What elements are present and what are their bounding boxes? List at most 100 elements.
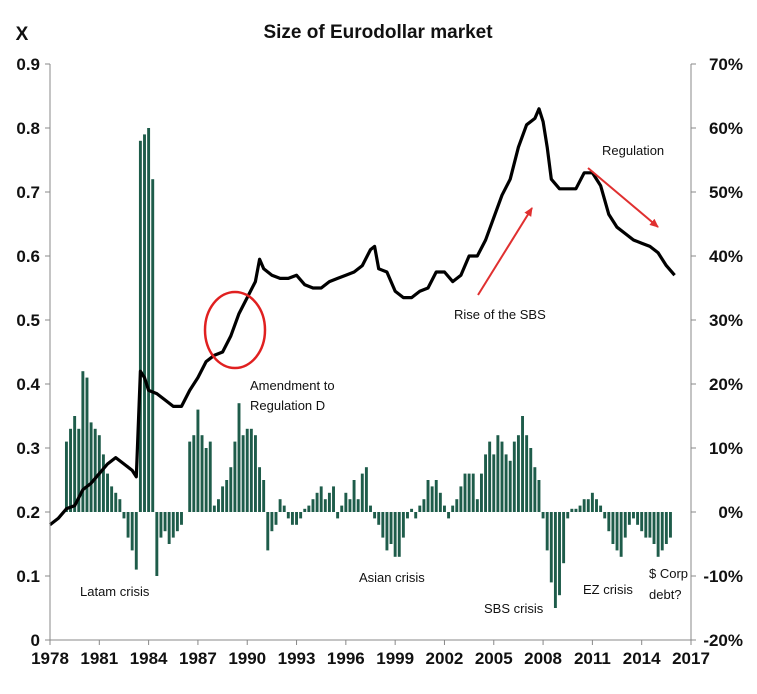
growth-bar	[488, 441, 492, 512]
growth-bar	[241, 435, 245, 512]
growth-bar	[570, 508, 574, 512]
growth-bar	[327, 492, 331, 512]
x-axis-tick-label: 2014	[623, 649, 661, 668]
left-axis-tick-label: 0	[31, 631, 40, 650]
growth-bar	[648, 512, 652, 538]
growth-bar	[229, 467, 233, 512]
growth-bar	[397, 512, 401, 557]
growth-bar	[599, 505, 603, 512]
growth-bar	[360, 473, 364, 512]
right-axis-tick-label: -10%	[703, 567, 743, 586]
annotation-amendment-regulation-d: Amendment to Regulation D	[250, 378, 338, 413]
x-axis-tick-label: 1999	[376, 649, 414, 668]
growth-bar	[660, 512, 664, 551]
growth-bar	[607, 512, 611, 532]
growth-bar	[369, 505, 372, 512]
growth-bar	[636, 512, 640, 525]
growth-bar	[237, 403, 241, 512]
growth-bar	[615, 512, 619, 551]
right-axis-tick-label: 40%	[709, 247, 743, 266]
growth-bar	[562, 512, 566, 564]
x-axis-tick-label: 1996	[327, 649, 365, 668]
growth-bar	[455, 499, 459, 512]
growth-bar	[533, 467, 537, 512]
rise-of-sbs-arrow	[477, 207, 533, 296]
growth-bar	[537, 480, 541, 512]
growth-bar	[352, 480, 356, 512]
growth-bar	[479, 473, 483, 512]
growth-bar	[315, 492, 319, 512]
right-axis-tick-label: -20%	[703, 631, 743, 650]
annotation-latam-crisis: Latam crisis	[80, 584, 150, 599]
growth-bar	[590, 492, 594, 512]
growth-bar	[356, 499, 360, 512]
growth-bar	[253, 435, 257, 512]
growth-bar	[578, 505, 582, 512]
growth-bar	[475, 499, 479, 512]
growth-bar	[574, 508, 578, 512]
regulation-arrow	[587, 167, 659, 228]
growth-bar	[377, 512, 381, 525]
growth-bar	[582, 499, 586, 512]
growth-bar	[159, 512, 163, 538]
growth-bar	[307, 505, 311, 512]
growth-bar	[385, 512, 389, 551]
x-axis-tick-label: 2002	[426, 649, 464, 668]
eurodollar-size-line	[49, 107, 676, 527]
left-axis-tick-label: 0.6	[16, 247, 40, 266]
growth-bar	[188, 441, 192, 512]
regulation-d-highlight-circle	[203, 290, 267, 370]
growth-bar	[110, 486, 114, 512]
growth-bar	[221, 486, 225, 512]
growth-bar	[200, 435, 204, 512]
growth-bar	[270, 512, 274, 532]
growth-bar	[295, 512, 298, 525]
growth-bar	[151, 179, 155, 512]
growth-bar	[77, 428, 81, 512]
growth-bar	[180, 512, 183, 525]
growth-bar	[85, 377, 89, 512]
growth-bar	[521, 416, 524, 512]
growth-bar	[447, 512, 451, 519]
left-axis-tick-label: 0.5	[16, 311, 40, 330]
x-axis-tick-label: 1987	[179, 649, 217, 668]
growth-bar	[381, 512, 385, 538]
growth-bar	[348, 499, 352, 512]
growth-bar	[364, 467, 368, 512]
growth-bar	[130, 512, 134, 551]
growth-bar	[262, 480, 266, 512]
growth-bar	[336, 512, 340, 519]
growth-bar	[471, 473, 475, 512]
growth-bar	[373, 512, 377, 519]
growth-bar	[484, 454, 488, 512]
growth-bar	[496, 435, 500, 512]
growth-bar	[171, 512, 175, 538]
x-axis-tick-label: 1984	[130, 649, 168, 668]
growth-bar	[393, 512, 397, 557]
growth-bar	[508, 460, 512, 512]
growth-bar	[101, 454, 105, 512]
growth-bar	[286, 512, 290, 519]
growth-bar	[652, 512, 656, 544]
growth-bar	[319, 486, 323, 512]
growth-bar	[640, 512, 644, 532]
growth-bar	[558, 512, 561, 596]
growth-bars	[64, 128, 672, 608]
x-axis-tick-label: 1978	[31, 649, 69, 668]
growth-bar	[632, 512, 635, 519]
growth-bar	[669, 512, 672, 538]
growth-bar	[258, 467, 262, 512]
growth-bar	[126, 512, 130, 538]
right-axis-tick-label: 0%	[718, 503, 743, 522]
growth-bar	[81, 371, 85, 512]
growth-bar	[323, 499, 327, 512]
growth-bar	[278, 499, 282, 512]
growth-bar	[204, 448, 208, 512]
growth-bar	[208, 441, 212, 512]
growth-bar	[274, 512, 278, 525]
left-axis-tick-label: 0.3	[16, 439, 40, 458]
x-axis-tick-label: 2005	[475, 649, 513, 668]
growth-bar	[155, 512, 159, 576]
left-axis-ticks: 0 0.1 0.2 0.3 0.4 0.5 0.6 0.7 0.8 0.9	[16, 55, 50, 650]
